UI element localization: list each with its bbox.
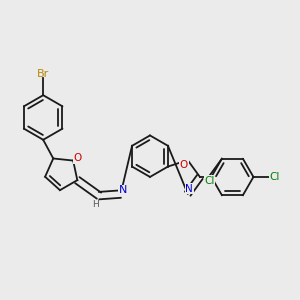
Text: H: H xyxy=(92,200,99,209)
Text: N: N xyxy=(185,184,193,194)
Text: O: O xyxy=(180,160,188,170)
Text: O: O xyxy=(73,153,81,163)
Text: Cl: Cl xyxy=(204,176,215,186)
Text: N: N xyxy=(119,185,127,195)
Text: Cl: Cl xyxy=(269,172,280,182)
Text: Br: Br xyxy=(37,70,49,80)
